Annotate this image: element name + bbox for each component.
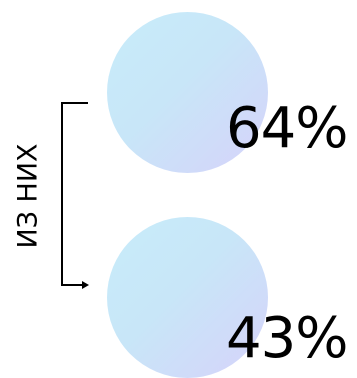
bracket-line — [61, 102, 88, 286]
connector-label: ИЗ НИХ — [12, 143, 44, 249]
circle-top — [107, 12, 268, 173]
arrowhead-icon — [82, 281, 89, 289]
percentage-bottom: 43% — [226, 306, 348, 371]
percentage-top: 64% — [226, 96, 348, 161]
circle-bottom — [107, 217, 268, 378]
